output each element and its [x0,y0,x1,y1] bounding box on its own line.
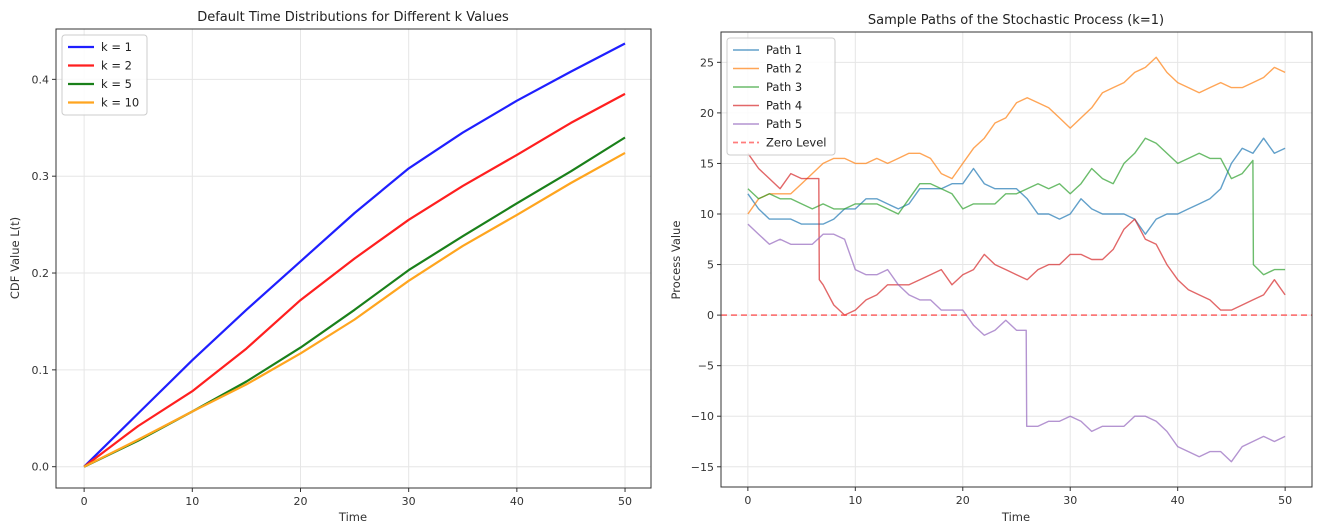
y-tick-label: 0.2 [32,267,50,280]
plot-area [56,29,651,488]
y-tick-label: 25 [700,56,714,69]
series-group [83,42,626,468]
legend-label: k = 10 [101,96,139,110]
series-line-k-2 [83,92,626,468]
y-tick-label: −10 [691,410,714,423]
legend: Path 1 Path 2 Path 3 Path 4 Path 5 Zero Level [726,37,836,156]
y-tick-label: 5 [707,259,714,272]
y-tick-label: 15 [700,157,714,170]
x-tick-label: 20 [293,495,307,508]
x-axis-label: Time [1001,510,1030,524]
legend-label: Path 2 [766,62,802,76]
x-axis-label: Time [338,510,367,524]
x-tick-label: 30 [1063,494,1077,507]
legend-label: k = 1 [101,40,132,54]
legend-label: Path 5 [766,117,802,131]
x-tick-label: 10 [848,494,862,507]
chart-title: Default Time Distributions for Different… [197,10,509,25]
legend-label: k = 5 [101,77,132,91]
legend-box [726,37,836,156]
x-tick-label: 50 [618,495,632,508]
legend-label: Zero Level [766,136,826,150]
x-tick-label: 50 [1278,494,1292,507]
series-group [721,56,1312,463]
paths-chart: Sample Paths of the Stochastic Process (… [669,13,1313,524]
y-tick-label: −5 [698,360,714,373]
x-tick-label: 40 [510,495,524,508]
series-line-k-10 [83,151,626,468]
cdf-chart: Default Time Distributions for Different… [8,10,652,524]
legend-label: Path 4 [766,99,802,113]
series-line-path-3 [747,137,1286,276]
y-tick-label: 0.3 [32,170,50,183]
series-line-k-1 [83,42,626,468]
y-axis-label: CDF Value L(t) [8,217,22,299]
x-tick-label: 30 [402,495,416,508]
x-tick-label: 40 [1171,494,1185,507]
x-tick-label: 20 [956,494,970,507]
legend-label: k = 2 [101,59,132,73]
x-tick-label: 10 [185,495,199,508]
x-tick-label: 0 [81,495,88,508]
y-tick-label: 0.4 [32,73,50,86]
legend-label: Path 1 [766,43,802,57]
series-line-path-5 [747,223,1286,463]
y-axis-label: Process Value [669,221,683,300]
series-line-k-5 [83,136,626,468]
y-tick-label: 20 [700,107,714,120]
axes-frame [55,28,652,489]
y-tick-label: −15 [691,461,714,474]
x-tick-label: 0 [744,494,751,507]
y-tick-label: 0.0 [32,461,50,474]
chart-title: Sample Paths of the Stochastic Process (… [868,13,1164,28]
y-tick-label: 10 [700,208,714,221]
series-line-path-2 [747,56,1286,215]
series-line-path-4 [747,152,1286,316]
axes-frame [720,31,1313,488]
legend-label: Path 3 [766,80,802,94]
legend: k = 1 k = 2 k = 5 k = 10 [61,34,148,116]
y-tick-label: 0 [707,309,714,322]
legend-box [61,34,148,116]
y-tick-label: 0.1 [32,364,50,377]
series-line-path-1 [747,137,1286,235]
